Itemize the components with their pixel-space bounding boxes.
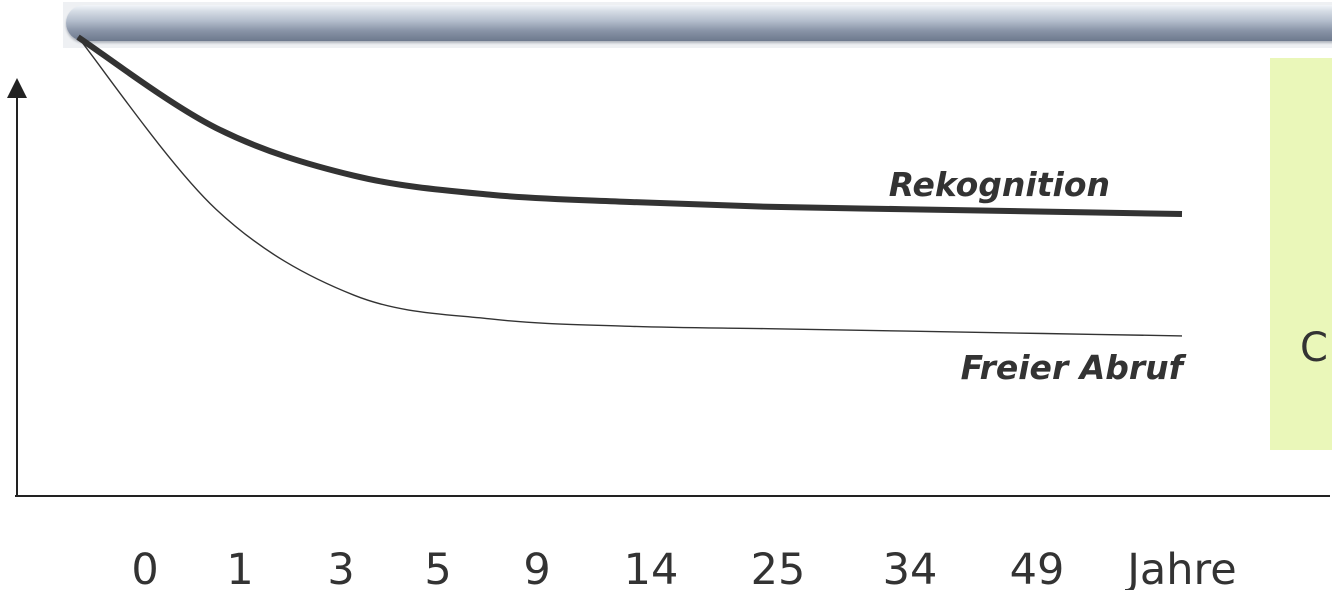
x-tick-label-5: 14	[624, 545, 679, 590]
x-tick-label-6: 25	[751, 545, 806, 590]
x-tick-label-1: 1	[226, 545, 253, 590]
x-tick-label-8: 49	[1010, 545, 1065, 590]
series-label-freier-abruf: Freier Abruf	[961, 348, 1187, 387]
x-tick-label-7: 34	[883, 545, 938, 590]
side-panel: C	[1270, 58, 1332, 450]
title-pill	[66, 5, 1332, 41]
series-label-rekognition: Rekognition	[889, 165, 1110, 204]
x-tick-label-3: 5	[424, 545, 451, 590]
side-panel-text: C	[1300, 325, 1328, 371]
x-tick-label-0: 0	[131, 545, 158, 590]
series-line-rekognition	[76, 34, 1183, 217]
x-tick-label-2: 3	[327, 545, 354, 590]
x-tick-label-4: 9	[523, 545, 550, 590]
x-axis-unit-label: Jahre	[1124, 545, 1236, 590]
title-bar	[63, 2, 1332, 48]
series-line-freier-abruf	[77, 36, 1183, 337]
